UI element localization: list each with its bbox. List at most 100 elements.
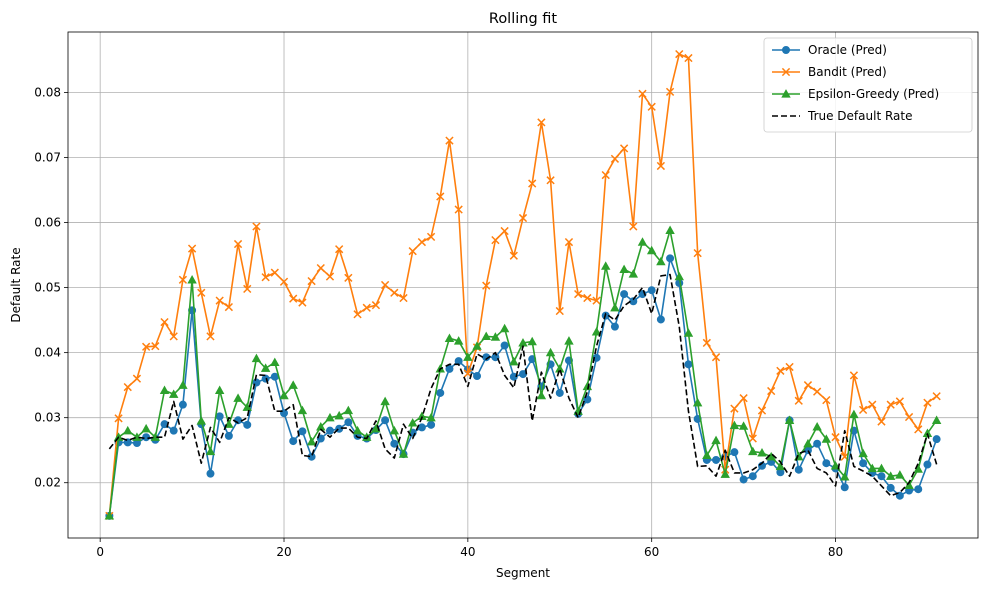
data-point: [499, 323, 510, 333]
data-point: [868, 400, 877, 409]
data-point: [187, 244, 197, 253]
data-point: [500, 341, 509, 350]
series-3: [104, 225, 942, 520]
data-point: [444, 333, 455, 342]
data-point: [582, 381, 593, 391]
data-point: [279, 390, 289, 400]
data-point: [536, 390, 547, 400]
data-point: [867, 463, 878, 473]
data-point: [646, 245, 657, 255]
x-axis-label: Segment: [496, 566, 550, 580]
data-point: [895, 397, 904, 406]
data-point: [601, 170, 610, 180]
data-point: [298, 427, 307, 436]
data-point: [859, 459, 868, 468]
legend-entry: True Default Rate: [772, 109, 912, 123]
ticks: 0 20 40 60 80 0.02 0.03 0.04 0.05 0.06 0.07 0.08: [34, 85, 843, 559]
data-point: [306, 436, 317, 446]
data-point: [398, 449, 409, 458]
data-point: [490, 332, 501, 341]
data-point: [178, 400, 187, 409]
data-point: [803, 381, 813, 390]
data-point: [794, 465, 803, 474]
data-point: [656, 161, 666, 171]
data-point: [564, 237, 574, 247]
data-point: [132, 374, 142, 383]
data-point: [821, 434, 832, 443]
data-point: [776, 366, 785, 375]
data-point: [344, 418, 353, 427]
data-point: [178, 380, 188, 389]
data-point: [417, 237, 427, 247]
data-point: [620, 290, 629, 299]
data-point: [794, 396, 803, 405]
data-point: [270, 357, 280, 367]
data-point: [325, 412, 335, 422]
x-tick-label: 20: [276, 545, 291, 559]
data-point: [260, 363, 271, 372]
data-point: [885, 471, 896, 480]
data-point: [335, 245, 344, 254]
legend-swatch-marker: [781, 89, 791, 98]
data-point: [352, 425, 363, 435]
x-tick-label: 40: [460, 545, 475, 559]
data-point: [675, 49, 684, 59]
data-point: [169, 332, 178, 341]
data-point: [214, 385, 225, 395]
data-point: [555, 388, 564, 397]
data-point: [904, 412, 914, 422]
data-point: [545, 347, 556, 357]
data-point: [344, 273, 353, 282]
legend-box: [763, 37, 973, 133]
data-point: [739, 475, 748, 484]
data-point: [876, 463, 887, 473]
data-point: [923, 398, 932, 407]
data-point: [619, 264, 629, 274]
data-point: [647, 286, 656, 295]
data-point: [886, 400, 895, 409]
grid: [68, 32, 978, 538]
data-point: [665, 225, 675, 235]
data-point: [224, 302, 233, 312]
data-point: [537, 118, 546, 127]
data-point: [334, 410, 344, 420]
data-point: [454, 205, 463, 214]
data-point: [307, 276, 316, 286]
data-point: [509, 372, 518, 381]
data-point: [564, 336, 574, 345]
x-tick-label: 80: [828, 545, 843, 559]
data-point: [399, 293, 408, 303]
data-point: [252, 222, 261, 231]
data-point: [813, 439, 822, 448]
data-point: [261, 374, 270, 383]
data-point: [445, 364, 454, 373]
data-point: [729, 420, 740, 430]
data-point: [914, 485, 923, 494]
data-point: [390, 288, 399, 297]
data-point: [141, 423, 151, 433]
data-point: [114, 414, 123, 423]
data-point: [436, 388, 445, 397]
data-point: [297, 405, 308, 415]
data-point: [932, 392, 941, 401]
data-point: [160, 317, 169, 327]
data-point: [858, 448, 868, 458]
data-point: [178, 275, 188, 284]
data-point: [610, 322, 619, 331]
data-point: [923, 460, 932, 469]
data-point: [684, 360, 693, 369]
data-point: [932, 435, 941, 444]
data-point: [196, 416, 206, 425]
data-point: [518, 213, 528, 223]
legend-label: Epsilon-Greedy (Pred): [808, 87, 939, 101]
data-point: [380, 396, 390, 406]
data-point: [408, 247, 417, 256]
data-point: [683, 328, 694, 337]
data-point: [168, 389, 179, 398]
data-point: [243, 420, 252, 429]
data-point: [555, 306, 564, 316]
data-point: [427, 420, 436, 429]
data-point: [840, 483, 849, 492]
data-point: [877, 417, 886, 426]
legend-label: True Default Rate: [807, 109, 912, 123]
